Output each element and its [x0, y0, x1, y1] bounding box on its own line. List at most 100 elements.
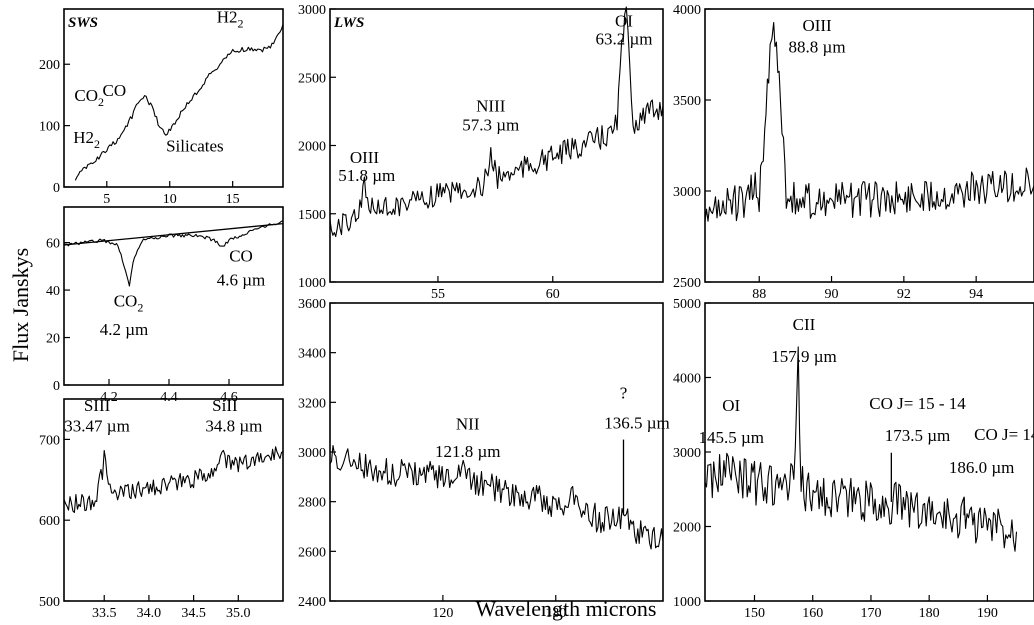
lws3-ytick-label-4: 3200 [298, 396, 326, 411]
sws1-xtick-label-1: 10 [163, 192, 177, 207]
lws3-ytick-label-6: 3600 [298, 297, 326, 312]
lws3-xtick-label-0: 120 [432, 606, 453, 621]
lws1-ytick-label-3: 2500 [298, 71, 326, 86]
lws3-ytick-label-1: 2600 [298, 545, 326, 560]
sws2-annotation-1: 4.6 µm [217, 270, 266, 289]
lws3b-annotation-5: 173.5 µm [885, 426, 951, 445]
lws1-panel-title: LWS [333, 15, 364, 31]
lws3-ytick-label-5: 3400 [298, 347, 326, 362]
lws3b-annotation-2: CII [793, 315, 816, 334]
lws3b-ytick-label-4: 5000 [673, 297, 701, 312]
sws1-annotation-0: H22 [217, 8, 244, 31]
lws3b-frame [704, 302, 1034, 602]
sws2-ytick-label-0: 0 [53, 379, 60, 394]
lws3b-annotation-4: CO J= 15 - 14 [869, 394, 966, 413]
lws2-xtick-label-2: 92 [897, 287, 911, 302]
lws2-series-0 [704, 21, 1034, 222]
lws3b-panel: 150 160 170 180 190 1000 2000 3000 4000 5000 OI 145… [673, 297, 1034, 621]
lws3-annotation-1: 121.8 µm [435, 442, 501, 461]
lws2-annotation-1: 88.8 µm [789, 38, 846, 57]
lws3b-annotation-0: OI [722, 396, 740, 415]
sws1-series-0 [74, 24, 284, 181]
lws1-annotation-1: 51.8 µm [338, 166, 395, 185]
lws2-ytick-label-0: 2500 [673, 276, 701, 291]
sws1-annotation-1: CO2 [74, 86, 104, 109]
sws3-series-0 [63, 446, 284, 514]
sws1-annotation-2: CO [103, 81, 127, 100]
sws2-frame [63, 206, 284, 386]
sws3-annotation-0: SIII [84, 396, 111, 415]
lws3b-annotation-6: CO J= 14 - 13 [974, 425, 1034, 444]
sws1-annotation-4: Silicates [166, 136, 224, 155]
sws3-annotation-1: 33.47 µm [64, 416, 130, 435]
lws2-annotation-0: OIII [802, 16, 832, 35]
sws1-ytick-label-1: 100 [39, 120, 60, 135]
lws2-frame [704, 8, 1034, 283]
sws2-panel: 4.2 4.4 4.6 0 20 40 60 CO 4.6 µm CO2 4.2 µm [46, 206, 284, 405]
lws1-xtick-label-1: 60 [546, 287, 560, 302]
lws3-ytick-label-3: 3000 [298, 446, 326, 461]
y-axis-label: Flux Janskys [8, 248, 33, 362]
sws3-annotation-3: 34.8 µm [205, 416, 262, 435]
sws3-xtick-label-2: 34.5 [181, 606, 206, 621]
lws1-ytick-label-0: 1000 [298, 276, 326, 291]
lws3b-annotation-1: 145.5 µm [698, 428, 764, 447]
lws3-ytick-label-2: 2800 [298, 496, 326, 511]
lws3-annotation-2: ? [620, 384, 628, 403]
sws3-ytick-label-0: 500 [39, 595, 60, 610]
lws3b-ytick-label-0: 1000 [673, 595, 701, 610]
sws3-xtick-label-1: 34.0 [137, 606, 162, 621]
sws2-series-1 [63, 222, 284, 246]
lws2-ytick-label-3: 4000 [673, 3, 701, 18]
lws3b-xtick-label-0: 150 [744, 606, 765, 621]
sws1-annotation-3: H22 [73, 128, 100, 151]
sws3-xtick-label-0: 33.5 [92, 606, 117, 621]
lws3-ytick-label-0: 2400 [298, 595, 326, 610]
x-axis-label: Wavelength microns [476, 596, 657, 621]
lws1-ytick-label-2: 2000 [298, 140, 326, 155]
lws1-series-0 [329, 6, 664, 238]
sws3-xtick-label-3: 35.0 [226, 606, 251, 621]
lws3b-xtick-label-1: 160 [802, 606, 823, 621]
lws3b-annotation-3: 157.9 µm [771, 347, 837, 366]
lws3b-xtick-label-2: 170 [860, 606, 881, 621]
lws3-xtick-label-1: 130 [545, 606, 566, 621]
lws3b-xtick-label-4: 190 [977, 606, 998, 621]
lws2-ytick-label-1: 3000 [673, 185, 701, 200]
sws1-ytick-label-2: 200 [39, 58, 60, 73]
lws2-xtick-label-0: 88 [752, 287, 766, 302]
lws1-annotation-0: OIII [350, 148, 380, 167]
lws1-frame [329, 8, 664, 283]
sws2-annotation-2: CO2 [114, 292, 144, 315]
lws2-ytick-label-2: 3500 [673, 94, 701, 109]
sws1-panel-title: SWS [68, 15, 98, 31]
sws2-series-0 [63, 220, 283, 287]
sws2-xtick-label-2: 4.6 [220, 390, 238, 405]
sws2-ytick-label-3: 60 [46, 237, 60, 252]
sws3-ytick-label-1: 600 [39, 514, 60, 529]
lws3b-ytick-label-1: 2000 [673, 521, 701, 536]
lws3b-ytick-label-2: 3000 [673, 446, 701, 461]
lws1-annotation-5: 63.2 µm [595, 29, 652, 48]
lws3b-series-0 [704, 346, 1018, 552]
lws1-xtick-label-0: 55 [431, 287, 445, 302]
sws3-ytick-label-2: 700 [39, 433, 60, 448]
lws3b-xtick-label-3: 180 [919, 606, 940, 621]
lws1-annotation-3: 57.3 µm [462, 115, 519, 134]
sws3-annotation-2: SiII [212, 396, 238, 415]
lws3b-annotation-7: 186.0 µm [949, 458, 1015, 477]
sws1-ytick-label-0: 0 [53, 181, 60, 196]
sws1-xtick-label-2: 15 [226, 192, 240, 207]
lws3-panel: 120 130 2400 2600 2800 3000 3200 3400 3600 NII 121… [298, 297, 670, 621]
lws2-xtick-label-1: 90 [825, 287, 839, 302]
lws3-series-0 [329, 444, 664, 550]
lws3b-ytick-label-3: 4000 [673, 372, 701, 387]
sws1-frame [63, 8, 284, 188]
sws1-xtick-label-0: 5 [103, 192, 110, 207]
sws2-annotation-0: CO [229, 247, 253, 266]
sws2-annotation-3: 4.2 µm [100, 320, 149, 339]
